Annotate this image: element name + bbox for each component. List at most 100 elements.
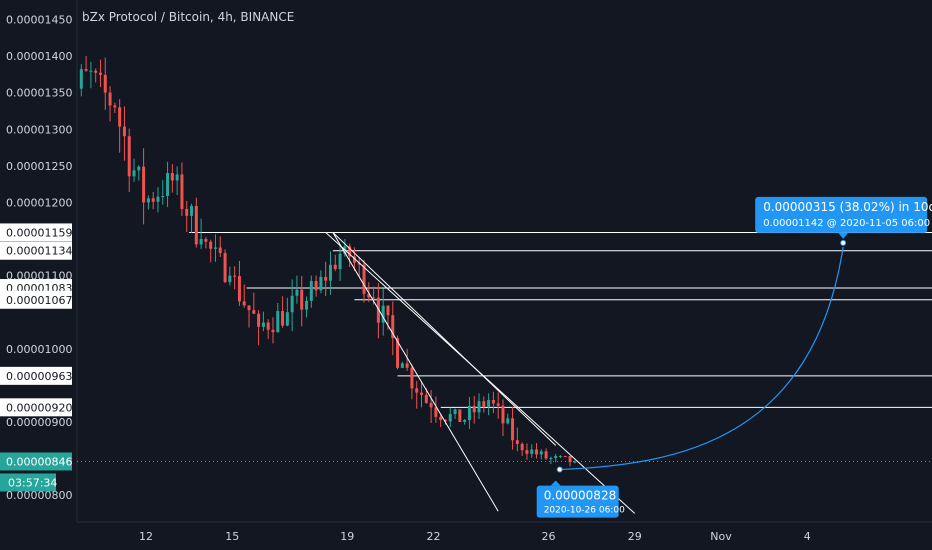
candle-body <box>132 170 136 177</box>
candle-body <box>281 311 285 326</box>
candle-body <box>118 107 122 127</box>
low-marker-pointer <box>550 480 561 486</box>
y-axis: 0.00001450 0.00001400 0.00001350 0.00001300… <box>6 14 72 503</box>
candle-body <box>443 419 447 422</box>
candle-body <box>338 253 342 270</box>
projection-box-pointer <box>838 232 849 239</box>
price-level-tag <box>0 290 72 309</box>
candle-body <box>467 405 471 421</box>
x-tick-label: 29 <box>628 530 642 543</box>
candle-body <box>511 418 515 441</box>
projection-main-text: 0.00000315 (38.02%) in 10d <box>763 200 932 214</box>
candle-body <box>491 400 495 404</box>
candle-body <box>103 74 107 93</box>
candle-body <box>89 70 93 72</box>
candle-body <box>501 405 505 424</box>
candle-body <box>472 405 476 413</box>
price-level-label: 0.00001067 <box>6 294 72 307</box>
candle-body <box>170 172 174 181</box>
candle-body <box>573 461 577 463</box>
x-tick-label: 12 <box>139 530 153 543</box>
candle-body <box>530 449 534 454</box>
candle-body <box>453 409 457 415</box>
price-level-tag <box>0 366 72 385</box>
price-level-tag <box>0 223 72 242</box>
x-tick-label: 19 <box>340 530 354 543</box>
current-price-tag <box>0 452 72 471</box>
candle-body <box>381 305 385 323</box>
projection-curve <box>559 246 844 471</box>
countdown-tag <box>0 473 56 492</box>
candle-body <box>94 70 98 73</box>
candle-body <box>367 293 371 298</box>
candles <box>79 56 577 467</box>
candle-body <box>242 301 246 306</box>
candle-body <box>420 392 424 395</box>
chart-title: bZx Protocol / Bitcoin, 4h, BINANCE <box>82 10 295 24</box>
candle-body <box>247 305 251 311</box>
candle-body <box>180 174 184 209</box>
candle-body <box>113 105 117 108</box>
projection-box <box>755 196 928 233</box>
candle-body <box>549 458 553 460</box>
candle-body <box>348 246 352 257</box>
y-tick-label: 0.00001300 <box>6 123 72 136</box>
x-tick-label: 4 <box>804 530 811 543</box>
candle-body <box>563 455 567 457</box>
candle-body <box>525 450 529 454</box>
candle-body <box>506 418 510 424</box>
candle-body <box>309 281 313 301</box>
candle-body <box>122 126 126 137</box>
candle-body <box>386 305 390 316</box>
candle-body <box>295 289 299 296</box>
price-level-label: 0.00001134 <box>6 245 72 258</box>
candle-body <box>429 402 433 408</box>
candle-body <box>333 264 337 270</box>
y-tick-label: 0.00000800 <box>6 489 72 502</box>
low-marker-date: 2020-10-26 06:00 <box>544 506 625 516</box>
candle-body <box>463 420 467 422</box>
candle-body <box>487 400 491 407</box>
candle-body <box>175 174 179 181</box>
candle-body <box>515 440 519 444</box>
y-tick-label: 0.00001350 <box>6 87 72 100</box>
x-tick-label: 22 <box>427 530 441 543</box>
candle-body <box>448 414 452 422</box>
candle-body <box>400 363 404 368</box>
candle-body <box>568 455 572 463</box>
candle-body <box>319 276 323 291</box>
candle-body <box>496 403 500 406</box>
candle-body <box>161 196 165 198</box>
candle-body <box>396 338 400 368</box>
annotations: 0.00000315 (38.02%) in 10d 0.00001142 @ 2… <box>536 196 932 518</box>
candle-body <box>328 264 332 281</box>
low-marker-value: 0.00000828 <box>544 489 617 503</box>
x-tick-label: 26 <box>542 530 556 543</box>
candle-body <box>372 297 376 299</box>
candle-body <box>156 196 160 202</box>
price-level-tag <box>0 241 72 260</box>
candle-body <box>424 394 428 403</box>
projection-sub-text: 0.00001142 @ 2020-11-05 06:00 <box>763 218 930 229</box>
candle-body <box>544 451 548 459</box>
x-tick-label: 15 <box>225 530 239 543</box>
y-tick-label: 0.00001200 <box>6 196 72 209</box>
candle-body <box>223 252 227 283</box>
candle-body <box>151 198 155 202</box>
price-level-label: 0.00000963 <box>6 370 72 383</box>
projection-end-dot <box>840 239 847 246</box>
candle-body <box>520 443 524 451</box>
candle-body <box>266 322 270 330</box>
candle-body <box>257 313 261 327</box>
y-tick-label: 0.00001450 <box>6 14 72 27</box>
candle-body <box>108 92 112 106</box>
candle-body <box>142 166 146 203</box>
candle-body <box>233 275 237 277</box>
candle-body <box>290 295 294 313</box>
current-price-label: 0.00000846 <box>6 455 72 468</box>
candle-body <box>146 198 150 203</box>
price-level-tag <box>0 398 72 417</box>
candle-body <box>204 239 208 242</box>
candle-body <box>194 205 198 245</box>
